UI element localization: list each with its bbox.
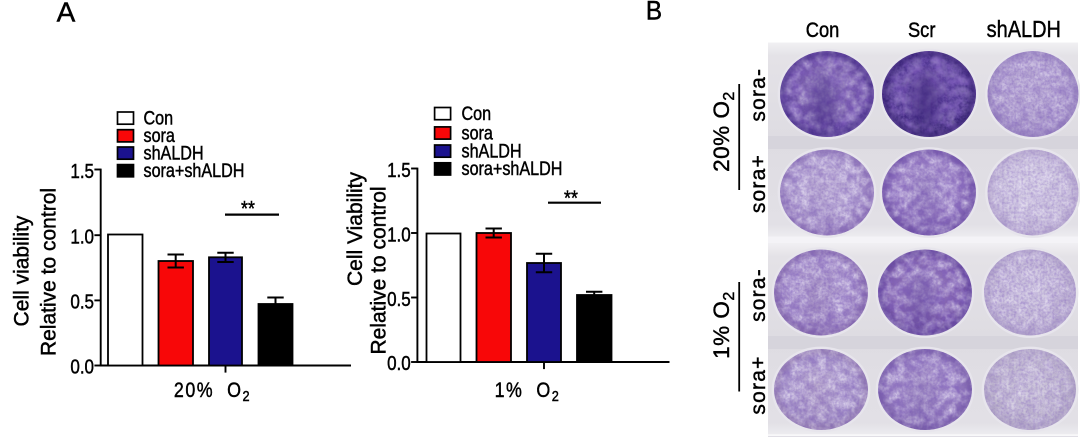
svg-text:1.0: 1.0	[387, 223, 411, 246]
svg-text:1.5: 1.5	[387, 159, 411, 182]
svg-text:sora+: sora+	[747, 154, 770, 213]
svg-text:0.0: 0.0	[70, 355, 94, 378]
svg-text:1% O2: 1% O2	[495, 379, 561, 405]
svg-text:Relative to control: Relative to control	[38, 188, 61, 356]
svg-text:sora: sora	[144, 125, 176, 147]
svg-text:**: **	[241, 197, 255, 221]
svg-text:0.5: 0.5	[70, 290, 94, 313]
svg-text:sora: sora	[462, 122, 494, 144]
svg-text:20% O2: 20% O2	[709, 91, 738, 172]
svg-text:1% O2: 1% O2	[709, 291, 738, 359]
svg-text:sora+: sora+	[747, 355, 770, 414]
svg-text:Con: Con	[144, 107, 174, 129]
svg-text:Cell Viability: Cell Viability	[344, 172, 367, 286]
svg-text:20% O2: 20% O2	[174, 379, 251, 405]
svg-text:Scr: Scr	[908, 19, 936, 43]
svg-text:Con: Con	[462, 103, 492, 125]
svg-text:Relative to control: Relative to control	[368, 186, 391, 354]
svg-text:sora-: sora-	[747, 268, 770, 322]
svg-text:Cell viability: Cell viability	[11, 215, 34, 326]
svg-text:1.0: 1.0	[70, 225, 94, 248]
svg-text:**: **	[564, 187, 578, 211]
svg-text:shALDH: shALDH	[987, 16, 1061, 43]
svg-text:0.0: 0.0	[387, 352, 411, 375]
svg-text:shALDH: shALDH	[462, 140, 522, 162]
svg-text:sora+shALDH: sora+shALDH	[144, 160, 245, 182]
svg-text:A: A	[57, 0, 76, 27]
svg-text:B: B	[646, 0, 662, 26]
svg-text:1.5: 1.5	[70, 160, 94, 183]
svg-text:Con: Con	[806, 19, 840, 43]
svg-text:0.5: 0.5	[387, 288, 411, 311]
svg-text:sora+shALDH: sora+shALDH	[462, 158, 563, 180]
svg-text:sora-: sora-	[747, 68, 770, 122]
svg-text:shALDH: shALDH	[144, 142, 204, 164]
